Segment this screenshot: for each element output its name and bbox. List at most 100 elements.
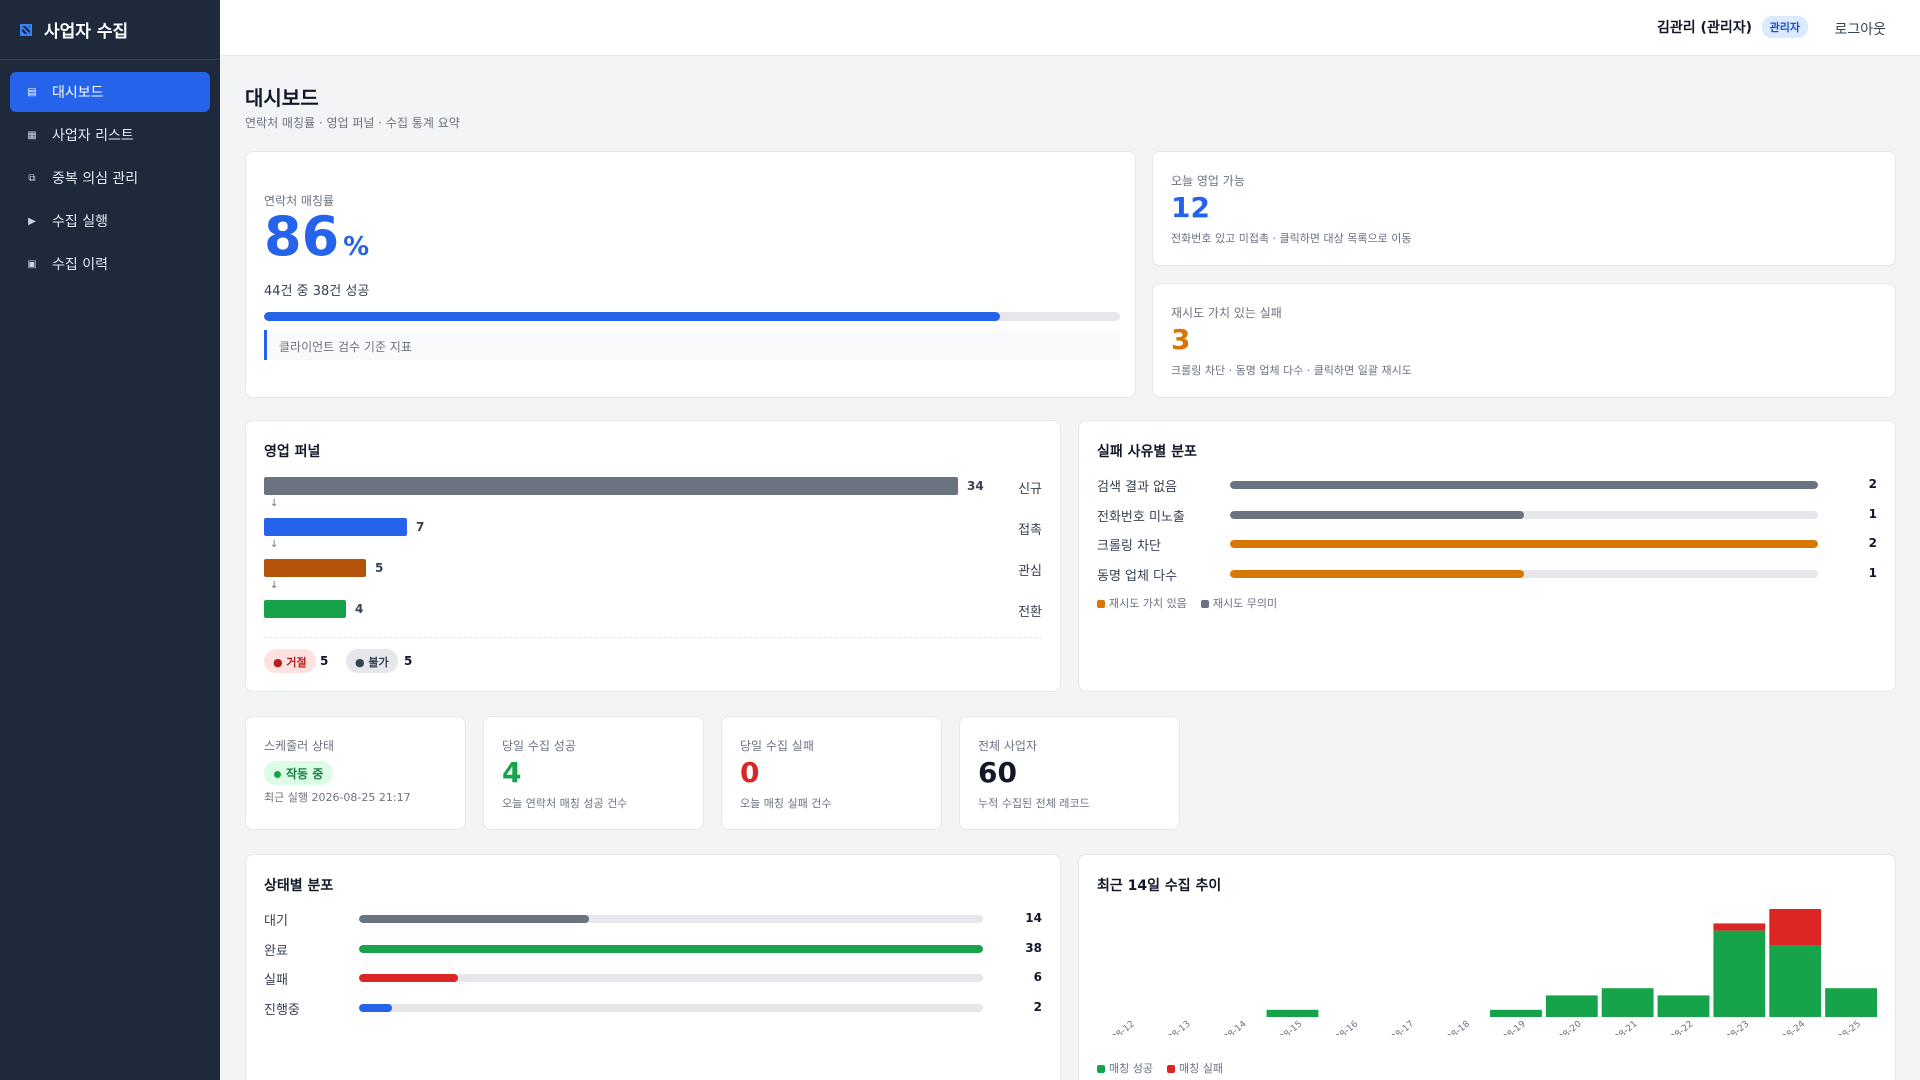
retry-failure-value: 3 bbox=[1171, 323, 1191, 356]
sales-today-value: 12 bbox=[1171, 191, 1210, 224]
sales-today-sub: 전화번호 있고 미접촉 · 클릭하면 대상 목록으로 이동 bbox=[1171, 232, 1412, 245]
rejected-count: 5 bbox=[320, 654, 329, 668]
sidebar-item-label: 수집 실행 bbox=[52, 214, 108, 230]
status-bar-fill bbox=[359, 915, 589, 923]
funnel-stage-label: 전환 bbox=[1018, 605, 1042, 620]
funnel-arrow-icon: ↓ bbox=[270, 539, 279, 550]
x-tick-label: 08-13 bbox=[1166, 1019, 1192, 1035]
page-subtitle: 연락처 매칭률 · 영업 퍼널 · 수집 통계 요약 bbox=[245, 116, 460, 130]
sidebar-item-label: 수집 이력 bbox=[52, 257, 108, 273]
trend-chart-card: 최근 14일 수집 추이 08-12 08-13 08-14 08-15 08-16 08… bbox=[1078, 854, 1896, 1080]
status-value: 2 bbox=[1033, 999, 1042, 1014]
trend-chart: 08-12 08-13 08-14 08-15 08-16 08-17 08-18 08-19… bbox=[1110, 909, 1877, 1035]
legend-label: 매칭 실패 bbox=[1178, 1062, 1223, 1075]
legend-item: 매칭 성공 bbox=[1097, 1060, 1153, 1076]
sidebar-item-3[interactable]: ▶ 수집 실행 bbox=[10, 201, 210, 241]
sidebar-item-label: 사업자 리스트 bbox=[52, 128, 134, 144]
scheduler-label: 스케줄러 상태 bbox=[264, 739, 335, 753]
scheduler-card: 스케줄러 상태 작동 중 최근 실행 2026-08-25 21:17 bbox=[245, 716, 466, 830]
status-value: 14 bbox=[1025, 911, 1042, 925]
legend-label: 재시도 무의미 bbox=[1212, 597, 1278, 610]
legend-swatch bbox=[1097, 1065, 1105, 1073]
status-value: 6 bbox=[1033, 970, 1042, 984]
x-tick-label: 08-14 bbox=[1222, 1019, 1249, 1035]
trend-bar bbox=[1769, 945, 1822, 1017]
failure-title: 실패 사유별 분포 bbox=[1097, 444, 1197, 460]
x-tick-label: 08-17 bbox=[1390, 1019, 1416, 1035]
status-label: 완료 bbox=[264, 943, 288, 959]
funnel-stage-label: 관심 bbox=[1018, 564, 1042, 579]
legend-item: 재시도 가치 있음 bbox=[1097, 595, 1187, 611]
logout-button[interactable]: 로그아웃 bbox=[1834, 22, 1886, 38]
dashboard-icon: ▤ bbox=[27, 86, 37, 98]
history-icon: ▣ bbox=[27, 258, 37, 270]
x-tick-label: 08-20 bbox=[1557, 1019, 1584, 1035]
x-tick-label: 08-16 bbox=[1334, 1019, 1361, 1035]
scheduler-status-badge: 작동 중 bbox=[264, 761, 334, 785]
status-title: 상태별 분포 bbox=[264, 878, 334, 894]
today-success-sub: 오늘 연락처 매칭 성공 건수 bbox=[502, 797, 628, 810]
trend-legend: 매칭 성공 매칭 실패 bbox=[1097, 1060, 1223, 1076]
failure-reason-label: 검색 결과 없음 bbox=[1097, 480, 1178, 495]
logo-icon bbox=[20, 23, 32, 36]
failure-reason-value: 2 bbox=[1868, 477, 1877, 491]
status-bar-fill bbox=[359, 1003, 392, 1012]
status-label: 실패 bbox=[264, 973, 288, 988]
failure-legend: 재시도 가치 있음 재시도 무의미 bbox=[1097, 595, 1277, 611]
x-tick-label: 08-18 bbox=[1446, 1019, 1473, 1035]
list-icon: ▦ bbox=[27, 129, 37, 141]
trend-bar bbox=[1490, 1009, 1542, 1017]
legend-label: 매칭 성공 bbox=[1109, 1062, 1153, 1075]
today-fail-value: 0 bbox=[740, 756, 760, 789]
funnel-bar bbox=[264, 600, 346, 618]
retry-failure-card[interactable]: 재시도 가치 있는 실패 3 크롤링 차단 · 동명 업체 다수 · 클릭하면 … bbox=[1152, 283, 1896, 398]
today-success-card: 당일 수집 성공 4 오늘 연락처 매칭 성공 건수 bbox=[483, 716, 704, 830]
failure-reason-bar-fill bbox=[1230, 569, 1524, 578]
sales-today-card[interactable]: 오늘 영업 가능 12 전화번호 있고 미접촉 · 클릭하면 대상 목록으로 이… bbox=[1152, 151, 1896, 266]
legend-label: 재시도 가치 있음 bbox=[1109, 597, 1187, 610]
failure-reason-bar-fill bbox=[1230, 510, 1524, 519]
sidebar-item-1[interactable]: ▦ 사업자 리스트 bbox=[10, 115, 210, 155]
topbar: 김관리 (관리자) 관리자 로그아웃 bbox=[220, 0, 1920, 56]
today-fail-label: 당일 수집 실패 bbox=[740, 739, 814, 753]
x-tick-label: 08-12 bbox=[1110, 1019, 1136, 1035]
sidebar-item-0[interactable]: ▤ 대시보드 bbox=[10, 72, 210, 112]
sidebar-item-2[interactable]: ⧉ 중복 의심 관리 bbox=[10, 158, 210, 198]
brand-title: 사업자 수집 bbox=[44, 22, 129, 42]
impossible-count: 5 bbox=[404, 654, 413, 668]
failure-reason-label: 전화번호 미노출 bbox=[1097, 509, 1185, 525]
legend-swatch bbox=[1200, 600, 1209, 608]
role-badge: 관리자 bbox=[1761, 16, 1808, 38]
legend-item: 매칭 실패 bbox=[1166, 1060, 1223, 1076]
sales-today-label: 오늘 영업 가능 bbox=[1171, 174, 1245, 188]
status-bar bbox=[359, 1003, 983, 1012]
failure-reason-bar-fill bbox=[1230, 540, 1818, 548]
x-tick-label: 08-22 bbox=[1669, 1019, 1695, 1035]
trend-bar bbox=[1657, 995, 1710, 1017]
user-name: 김관리 (관리자) bbox=[1657, 20, 1752, 36]
duplicate-icon: ⧉ bbox=[28, 172, 36, 184]
trend-bar bbox=[1713, 923, 1766, 931]
total-business-label: 전체 사업자 bbox=[978, 739, 1038, 753]
failure-reason-label: 동명 업체 다수 bbox=[1097, 568, 1178, 584]
match-rate-note: 클라이언트 검수 기준 지표 bbox=[264, 330, 1120, 360]
failure-reason-bar bbox=[1230, 510, 1818, 519]
failure-reason-bar bbox=[1230, 481, 1818, 489]
trend-bar bbox=[1545, 995, 1598, 1017]
page-title: 대시보드 bbox=[245, 86, 319, 110]
status-bar-fill bbox=[359, 944, 983, 953]
failure-reason-value: 1 bbox=[1868, 506, 1877, 521]
sidebar-item-4[interactable]: ▣ 수집 이력 bbox=[10, 244, 210, 284]
funnel-divider bbox=[264, 637, 1042, 638]
funnel-bar bbox=[264, 559, 366, 577]
rejected-pill: ● 거절 bbox=[264, 649, 316, 673]
match-rate-progress-fill bbox=[264, 312, 1001, 321]
x-tick-label: 08-21 bbox=[1613, 1019, 1639, 1035]
trend-title: 최근 14일 수집 추이 bbox=[1097, 878, 1222, 894]
match-rate-progress bbox=[264, 312, 1120, 321]
legend-swatch bbox=[1166, 1065, 1175, 1073]
today-fail-sub: 오늘 매칭 실패 건수 bbox=[740, 797, 832, 810]
funnel-bar bbox=[264, 477, 958, 495]
x-tick-label: 08-15 bbox=[1278, 1019, 1304, 1035]
match-rate-sub: 44건 중 38건 성공 bbox=[264, 284, 370, 299]
